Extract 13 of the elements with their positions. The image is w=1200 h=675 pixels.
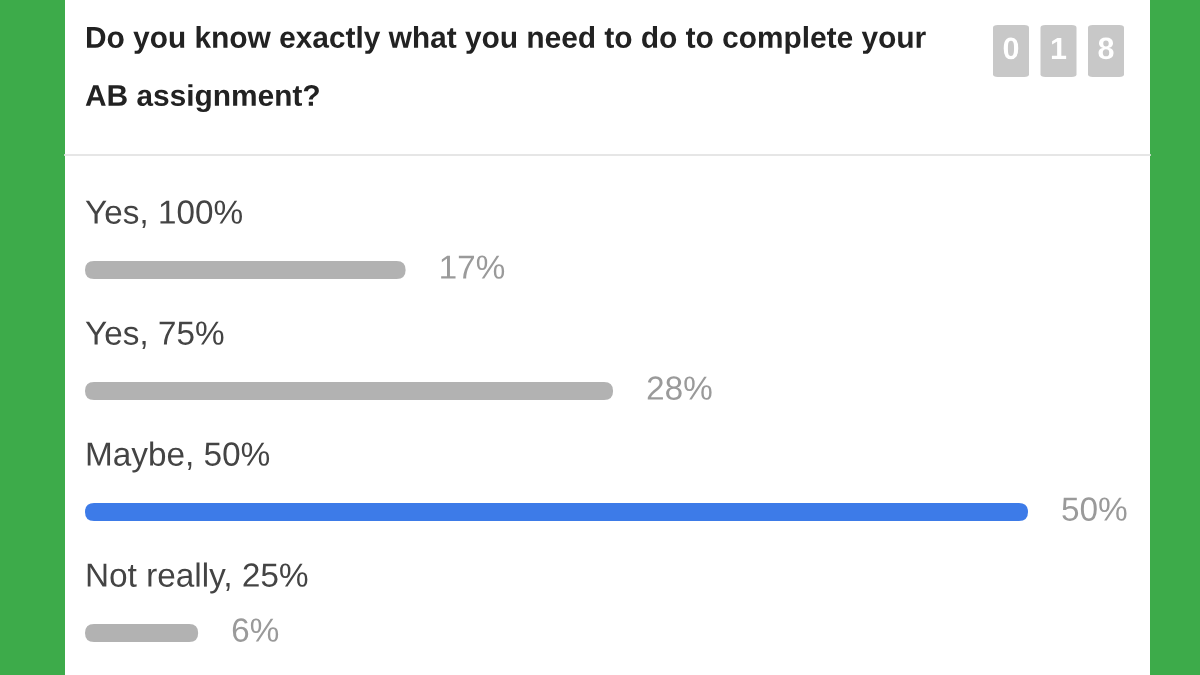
data-label: 28% xyxy=(647,376,712,400)
y-tick-label: Maybe, 50% xyxy=(87,441,270,473)
bar xyxy=(85,261,406,279)
chart-title: Do you know exactly what you need to do to complete your AB assignment? xyxy=(85,26,926,113)
data-label: 6% xyxy=(232,618,279,642)
bar xyxy=(85,503,1028,521)
y-tick-label: Yes, 100% xyxy=(85,200,242,228)
y-tick-label: Not really, 25% xyxy=(87,562,308,594)
data-label: 17% xyxy=(441,255,505,279)
bar xyxy=(85,382,614,400)
bar xyxy=(85,624,199,642)
data-label: 50% xyxy=(1062,497,1127,521)
y-tick-label: Yes, 75% xyxy=(85,321,224,349)
